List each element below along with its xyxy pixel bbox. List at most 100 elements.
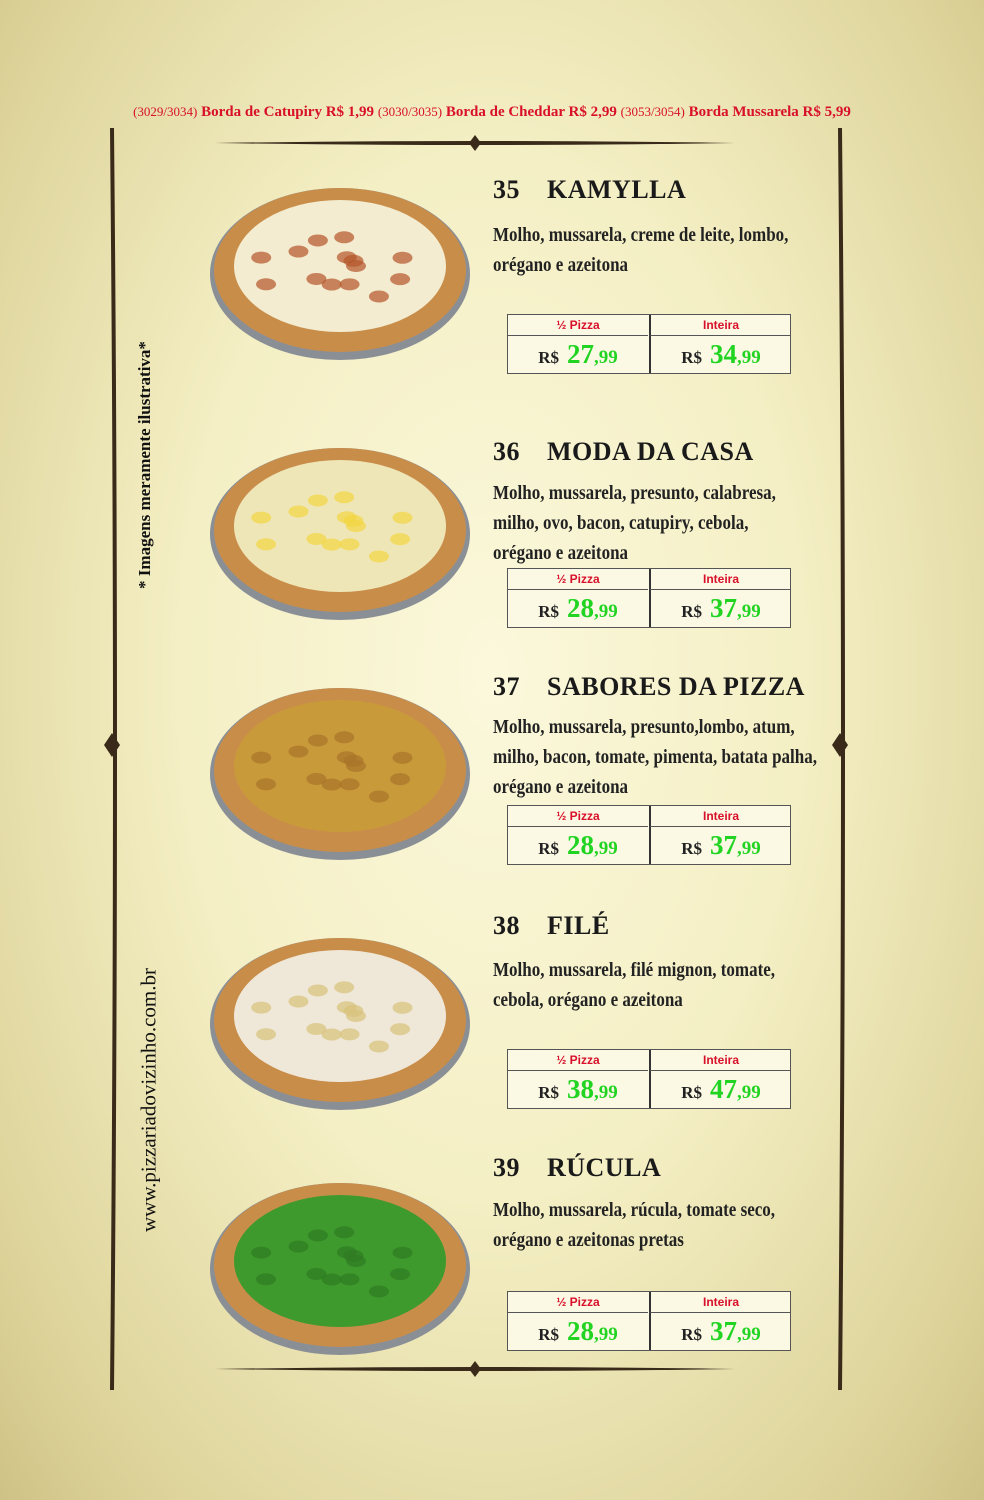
description-line: orégano e azeitona xyxy=(493,542,629,564)
pizza-image xyxy=(234,950,446,1082)
pizza-image xyxy=(306,1022,327,1035)
price-cents: ,99 xyxy=(737,347,761,368)
price-table: ½ Pizza R$ 28,99 Inteira R$ 37,99 xyxy=(507,805,791,865)
border-name: Borda de Cheddar xyxy=(445,104,565,120)
pizza-image xyxy=(234,200,446,332)
price-value: R$ 37,99 xyxy=(649,590,791,627)
pizza-image xyxy=(392,251,413,264)
item-name: MODA DA CASA xyxy=(547,437,754,466)
currency: R$ xyxy=(538,1325,560,1344)
pizza-image xyxy=(334,491,355,504)
currency: R$ xyxy=(681,839,703,858)
pizza-image xyxy=(288,1240,309,1253)
price-value: R$ 37,99 xyxy=(649,1313,791,1350)
currency: R$ xyxy=(681,348,703,367)
item-number: 35 xyxy=(493,175,520,204)
pizza-image xyxy=(256,278,277,291)
price-whole: 27 xyxy=(567,339,595,369)
description-line: milho, bacon, tomate, pimenta, batata pa… xyxy=(493,746,817,768)
price-label: ½ Pizza xyxy=(508,1292,648,1313)
pizza-image xyxy=(334,1226,355,1239)
price-label: Inteira xyxy=(649,1050,791,1071)
pizza-image xyxy=(306,532,327,545)
price-table: ½ Pizza R$ 38,99 Inteira R$ 47,99 xyxy=(507,1049,791,1109)
price-cents: ,99 xyxy=(594,1082,618,1103)
pizza-image xyxy=(307,984,328,997)
item-name: SABORES DA PIZZA xyxy=(547,672,805,701)
price-label: ½ Pizza xyxy=(508,806,648,827)
price-whole: 28 xyxy=(567,830,595,860)
pizza-image xyxy=(251,1246,272,1259)
description-line: orégano e azeitonas pretas xyxy=(493,1229,684,1251)
price-whole: 37 xyxy=(710,1316,738,1346)
price-cents: ,99 xyxy=(594,601,618,622)
price-value: R$ 28,99 xyxy=(508,827,648,864)
pizza-image xyxy=(321,538,342,551)
pizza-image xyxy=(390,273,411,286)
price-table: ½ Pizza R$ 28,99 Inteira R$ 37,99 xyxy=(507,1291,791,1351)
item-number: 39 xyxy=(493,1153,520,1182)
pizza-image xyxy=(336,511,357,524)
pizza-image xyxy=(288,245,309,258)
description-line: Molho, mussarela, creme de leite, lombo, xyxy=(493,224,789,246)
price-whole: 37 xyxy=(710,830,738,860)
pizza-image xyxy=(392,511,413,524)
price-cents: ,99 xyxy=(737,838,761,859)
item-title: 36 MODA DA CASA xyxy=(493,437,754,467)
item-description: Molho, mussarela, creme de leite, lombo,… xyxy=(493,220,788,280)
pizza-image xyxy=(336,251,357,264)
pizza-image xyxy=(321,278,342,291)
pizza-image xyxy=(339,778,360,791)
pizza-image xyxy=(390,1023,411,1036)
pizza-image xyxy=(368,1040,389,1053)
pizza-image xyxy=(251,1001,272,1014)
price-whole: 28 xyxy=(567,593,595,623)
item-title: 35 KAMYLLA xyxy=(493,175,686,205)
price-table: ½ Pizza R$ 28,99 Inteira R$ 37,99 xyxy=(507,568,791,628)
border-price: R$ 1,99 xyxy=(325,104,375,120)
price-value: R$ 28,99 xyxy=(508,1313,648,1350)
pizza-image xyxy=(306,1267,327,1280)
border-name: Borda Mussarela xyxy=(688,104,799,120)
pizza-image xyxy=(288,505,309,518)
pizza-image xyxy=(234,700,446,832)
pizza-image xyxy=(307,1229,328,1242)
pizza-image xyxy=(339,1028,360,1041)
item-name: KAMYLLA xyxy=(547,175,687,204)
pizza-image xyxy=(307,734,328,747)
currency: R$ xyxy=(538,839,560,858)
pizza-image xyxy=(256,538,277,551)
description-line: Molho, mussarela, rúcula, tomate seco, xyxy=(493,1199,776,1221)
item-name: RÚCULA xyxy=(547,1153,662,1182)
price-cents: ,99 xyxy=(594,838,618,859)
pizza-image xyxy=(251,511,272,524)
pizza-image xyxy=(339,538,360,551)
pizza-image xyxy=(321,778,342,791)
item-description: Molho, mussarela, presunto, calabresa, mi… xyxy=(493,478,776,568)
currency: R$ xyxy=(681,602,703,621)
item-title: 39 RÚCULA xyxy=(493,1153,661,1183)
border-price: R$ 2,99 xyxy=(568,104,617,120)
pizza-image xyxy=(368,790,389,803)
price-label: Inteira xyxy=(649,806,791,827)
pizza-image xyxy=(321,1273,342,1286)
price-value: R$ 37,99 xyxy=(649,827,791,864)
price-label: ½ Pizza xyxy=(508,1050,648,1071)
price-value: R$ 27,99 xyxy=(508,336,648,373)
description-line: Molho, mussarela, presunto,lombo, atum, xyxy=(493,716,795,738)
description-line: milho, ovo, bacon, catupiry, cebola, xyxy=(493,512,749,534)
border-price: R$ 5,99 xyxy=(802,104,851,120)
pizza-image xyxy=(368,290,389,303)
item-description: Molho, mussarela, filé mignon, tomate, ce… xyxy=(493,955,775,1015)
border-code: (3053/3054) xyxy=(620,104,685,119)
price-cents: ,99 xyxy=(594,347,618,368)
price-whole: 38 xyxy=(567,1074,595,1104)
item-description: Molho, mussarela, rúcula, tomate seco, or… xyxy=(493,1195,775,1255)
pizza-image xyxy=(334,981,355,994)
currency: R$ xyxy=(538,602,560,621)
pizza-image xyxy=(368,550,389,563)
pizza-image xyxy=(339,1273,360,1286)
price-value: R$ 47,99 xyxy=(649,1071,791,1108)
description-line: orégano e azeitona xyxy=(493,776,629,798)
item-title: 37 SABORES DA PIZZA xyxy=(493,672,805,702)
